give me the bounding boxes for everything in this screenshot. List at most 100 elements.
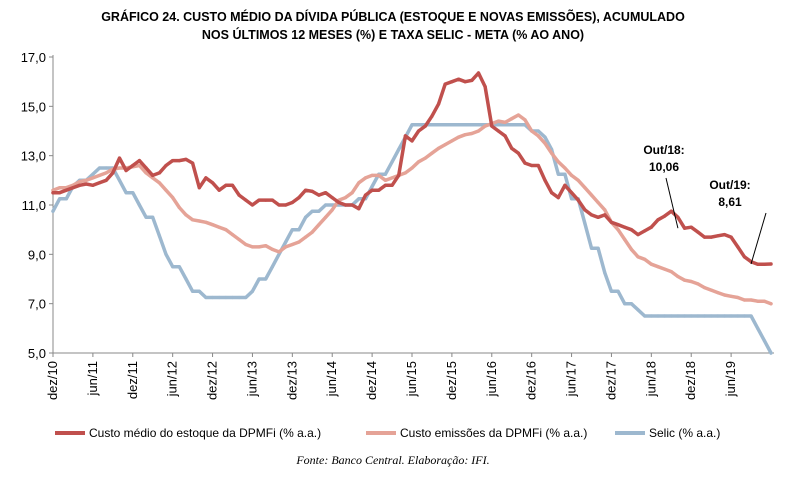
data-point-estoque — [91, 183, 95, 187]
data-point-emissoes — [742, 298, 747, 302]
data-point-selic — [171, 265, 175, 269]
data-point-emissoes — [556, 160, 560, 164]
annotation-label: Out/19: — [709, 178, 750, 192]
data-point-estoque — [191, 161, 195, 165]
data-point-emissoes — [343, 196, 348, 200]
data-point-selic — [417, 123, 421, 127]
data-point-selic — [729, 314, 733, 318]
data-point-emissoes — [563, 166, 567, 170]
data-point-estoque — [609, 220, 614, 224]
data-point-emissoes — [230, 233, 235, 237]
data-point-selic — [144, 215, 148, 219]
data-point-emissoes — [244, 242, 248, 247]
data-point-selic — [157, 234, 161, 238]
data-point-emissoes — [151, 176, 155, 180]
data-point-selic — [629, 302, 634, 306]
data-point-estoque — [230, 183, 235, 187]
data-point-estoque — [470, 78, 474, 82]
x-tick-label: dez/16 — [524, 361, 539, 400]
data-point-emissoes — [623, 237, 627, 242]
data-point-selic — [456, 123, 461, 127]
data-point-selic — [230, 295, 235, 300]
data-point-emissoes — [676, 274, 680, 279]
data-point-selic — [437, 123, 441, 127]
data-point-emissoes — [157, 181, 161, 185]
data-point-selic — [124, 191, 128, 195]
data-point-emissoes — [510, 117, 514, 121]
x-tick-label: dez/18 — [683, 361, 698, 400]
data-point-emissoes — [536, 134, 540, 138]
data-point-estoque — [270, 198, 274, 202]
data-point-selic — [636, 308, 640, 312]
data-point-emissoes — [171, 196, 175, 200]
data-point-selic — [736, 314, 740, 318]
data-point-estoque — [64, 188, 68, 192]
data-point-estoque — [350, 203, 354, 207]
x-tick-label: dez/13 — [284, 361, 299, 400]
data-point-estoque — [257, 198, 261, 202]
data-point-emissoes — [370, 173, 374, 177]
data-point-selic — [609, 289, 614, 293]
data-point-emissoes — [84, 178, 88, 182]
data-point-emissoes — [702, 286, 707, 290]
data-point-selic — [184, 277, 188, 281]
data-point-emissoes — [357, 181, 361, 185]
data-point-estoque — [696, 230, 700, 234]
data-point-selic — [177, 265, 181, 269]
data-point-selic — [58, 197, 62, 201]
data-point-estoque — [543, 178, 547, 182]
data-point-selic — [197, 289, 201, 293]
data-point-selic — [277, 252, 281, 256]
data-point-emissoes — [204, 220, 208, 224]
data-point-estoque — [437, 102, 441, 106]
data-point-emissoes — [324, 215, 328, 219]
data-point-estoque — [596, 215, 600, 219]
data-point-estoque — [716, 234, 720, 238]
data-point-estoque — [124, 168, 128, 173]
data-point-estoque — [503, 134, 507, 138]
data-point-estoque — [324, 191, 328, 195]
data-point-estoque — [563, 183, 567, 187]
x-tick-label: jun/13 — [244, 361, 259, 397]
data-point-estoque — [476, 71, 481, 75]
data-point-selic — [217, 295, 221, 300]
data-point-selic — [749, 314, 753, 318]
data-point-selic — [97, 166, 102, 170]
data-point-estoque — [443, 82, 447, 86]
data-point-emissoes — [689, 279, 693, 284]
data-point-emissoes — [516, 113, 521, 117]
data-point-emissoes — [197, 219, 201, 223]
data-point-selic — [117, 178, 122, 182]
data-point-selic — [476, 123, 481, 127]
data-point-emissoes — [290, 242, 294, 247]
data-point-estoque — [683, 226, 687, 230]
data-point-selic — [390, 160, 394, 164]
data-point-emissoes — [144, 171, 148, 175]
x-tick-label: jun/12 — [165, 361, 180, 397]
data-point-emissoes — [683, 278, 687, 282]
data-point-estoque — [224, 183, 228, 187]
data-point-estoque — [702, 235, 707, 239]
data-point-emissoes — [91, 176, 95, 180]
legend-swatch-estoque — [55, 431, 85, 435]
data-point-emissoes — [250, 245, 254, 249]
data-point-selic — [543, 135, 547, 139]
data-point-selic — [689, 314, 693, 318]
chart-title-line-2: NOS ÚLTIMOS 12 MESES (%) E TAXA SELIC - … — [201, 28, 585, 42]
data-point-emissoes — [583, 186, 587, 190]
data-point-estoque — [211, 181, 215, 185]
data-point-emissoes — [696, 282, 700, 286]
data-point-estoque — [277, 203, 281, 207]
x-tick-label: dez/12 — [205, 361, 220, 400]
data-point-estoque — [111, 171, 115, 175]
data-point-estoque — [530, 163, 534, 168]
annotation-label: Out/18: — [643, 143, 684, 157]
data-point-selic — [244, 295, 248, 300]
data-point-estoque — [523, 161, 527, 165]
data-point-estoque — [570, 191, 574, 195]
data-point-emissoes — [117, 166, 122, 170]
data-point-emissoes — [430, 151, 434, 155]
data-point-estoque — [317, 193, 321, 197]
data-point-emissoes — [470, 131, 474, 136]
data-point-emissoes — [224, 228, 228, 232]
